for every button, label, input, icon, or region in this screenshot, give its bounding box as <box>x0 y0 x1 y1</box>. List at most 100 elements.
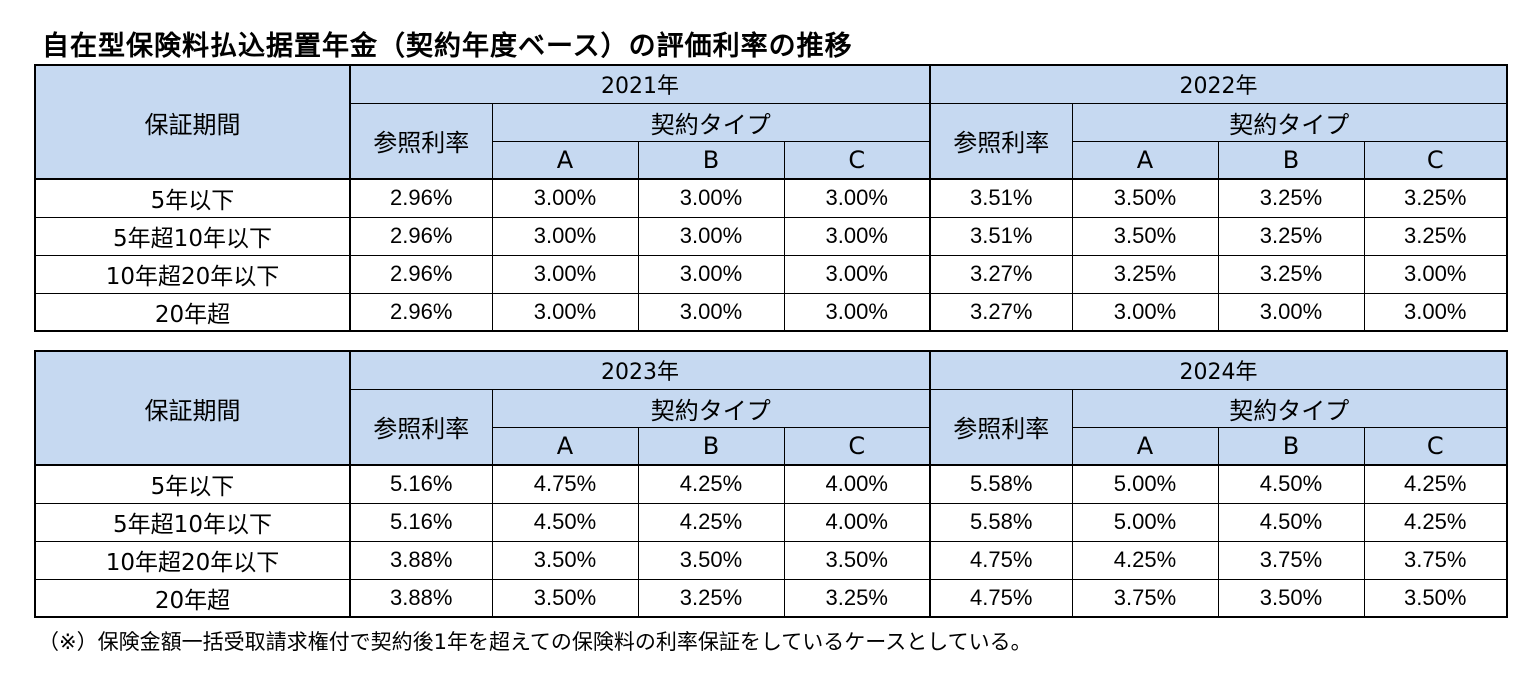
header-type-c: C <box>1363 140 1508 180</box>
period-label: 5年超10年以下 <box>34 216 351 256</box>
contract-rate-cell: 3.00% <box>637 292 785 332</box>
contract-rate-cell: 3.50% <box>1071 216 1219 256</box>
table-row: 20年超 2.96% 3.00% 3.00% 3.00% 3.27% 3.00% 3.00% 3… <box>34 292 1508 332</box>
rate-table-2023-2024: 保証期間 2023年 2024年 参照利率 契約タイプ 参照利率 契約タイプ A… <box>34 350 1508 618</box>
header-guarantee-period: 保証期間 <box>34 350 351 466</box>
period-label: 5年以下 <box>34 178 351 218</box>
header-reference-rate: 参照利率 <box>349 388 493 466</box>
table-row: 5年以下 2.96% 3.00% 3.00% 3.00% 3.51% 3.50% 3.25% 3… <box>34 178 1508 218</box>
header-type-b: B <box>1217 140 1365 180</box>
contract-rate-cell: 3.00% <box>1363 292 1508 332</box>
contract-rate-cell: 3.25% <box>1363 178 1508 218</box>
header-year: 2021年 <box>349 64 931 104</box>
header-year: 2023年 <box>349 350 931 390</box>
contract-rate-cell: 3.50% <box>637 540 785 580</box>
period-label: 10年超20年以下 <box>34 540 351 580</box>
period-label: 20年超 <box>34 292 351 332</box>
table-row: 10年超20年以下 2.96% 3.00% 3.00% 3.00% 3.27% 3.25% 3… <box>34 254 1508 294</box>
table-row: 10年超20年以下 3.88% 3.50% 3.50% 3.50% 4.75% 4.25% 3… <box>34 540 1508 580</box>
table-row: 20年超 3.88% 3.50% 3.25% 3.25% 4.75% 3.75% 3.50% 3… <box>34 578 1508 618</box>
table-body: 5年以下 2.96% 3.00% 3.00% 3.00% 3.51% 3.50% 3.25% 3… <box>34 178 1508 332</box>
contract-rate-cell: 3.00% <box>783 254 931 294</box>
table-body: 5年以下 5.16% 4.75% 4.25% 4.00% 5.58% 5.00% 4.50% 4… <box>34 464 1508 618</box>
contract-rate-cell: 4.25% <box>637 464 785 504</box>
reference-rate-cell: 5.16% <box>349 464 493 504</box>
contract-rate-cell: 3.00% <box>1363 254 1508 294</box>
header-type-b: B <box>1217 426 1365 466</box>
contract-rate-cell: 4.25% <box>1363 502 1508 542</box>
footnote: （※）保険金額一括受取請求権付で契約後1年を超えての保険料の利率保証をしているケ… <box>38 630 1032 654</box>
header-type-c: C <box>783 140 931 180</box>
contract-rate-cell: 4.00% <box>783 464 931 504</box>
table-row: 5年以下 5.16% 4.75% 4.25% 4.00% 5.58% 5.00% 4.50% 4… <box>34 464 1508 504</box>
contract-rate-cell: 4.50% <box>1217 502 1365 542</box>
contract-rate-cell: 3.00% <box>783 178 931 218</box>
rate-table-2021-2022: 保証期間 2021年 2022年 参照利率 契約タイプ 参照利率 契約タイプ A… <box>34 64 1508 332</box>
contract-rate-cell: 3.50% <box>491 540 639 580</box>
contract-rate-cell: 3.00% <box>491 178 639 218</box>
contract-rate-cell: 3.50% <box>783 540 931 580</box>
header-type-a: A <box>491 140 639 180</box>
contract-rate-cell: 4.25% <box>637 502 785 542</box>
header-contract-type: 契約タイプ <box>1071 102 1508 142</box>
contract-rate-cell: 3.00% <box>491 254 639 294</box>
contract-rate-cell: 3.00% <box>637 254 785 294</box>
contract-rate-cell: 3.25% <box>637 578 785 618</box>
contract-rate-cell: 4.50% <box>491 502 639 542</box>
reference-rate-cell: 5.58% <box>929 464 1073 504</box>
contract-rate-cell: 3.00% <box>1217 292 1365 332</box>
contract-rate-cell: 3.25% <box>1217 254 1365 294</box>
reference-rate-cell: 3.51% <box>929 216 1073 256</box>
contract-rate-cell: 4.25% <box>1363 464 1508 504</box>
contract-rate-cell: 4.25% <box>1071 540 1219 580</box>
reference-rate-cell: 2.96% <box>349 254 493 294</box>
contract-rate-cell: 3.00% <box>637 216 785 256</box>
reference-rate-cell: 2.96% <box>349 292 493 332</box>
period-label: 5年超10年以下 <box>34 502 351 542</box>
contract-rate-cell: 3.25% <box>1071 254 1219 294</box>
contract-rate-cell: 3.75% <box>1363 540 1508 580</box>
contract-rate-cell: 3.25% <box>1363 216 1508 256</box>
table-row: 5年超10年以下 5.16% 4.50% 4.25% 4.00% 5.58% 5.00% 4.… <box>34 502 1508 542</box>
header-reference-rate: 参照利率 <box>929 102 1073 180</box>
contract-rate-cell: 5.00% <box>1071 464 1219 504</box>
header-contract-type: 契約タイプ <box>491 102 931 142</box>
reference-rate-cell: 5.16% <box>349 502 493 542</box>
reference-rate-cell: 2.96% <box>349 178 493 218</box>
period-label: 10年超20年以下 <box>34 254 351 294</box>
contract-rate-cell: 3.00% <box>491 216 639 256</box>
contract-rate-cell: 3.00% <box>491 292 639 332</box>
table-row: 5年超10年以下 2.96% 3.00% 3.00% 3.00% 3.51% 3.50% 3.… <box>34 216 1508 256</box>
header-reference-rate: 参照利率 <box>349 102 493 180</box>
contract-rate-cell: 3.25% <box>1217 216 1365 256</box>
reference-rate-cell: 3.51% <box>929 178 1073 218</box>
contract-rate-cell: 3.00% <box>783 292 931 332</box>
contract-rate-cell: 3.00% <box>637 178 785 218</box>
header-type-a: A <box>491 426 639 466</box>
period-label: 5年以下 <box>34 464 351 504</box>
contract-rate-cell: 5.00% <box>1071 502 1219 542</box>
reference-rate-cell: 3.27% <box>929 292 1073 332</box>
contract-rate-cell: 4.50% <box>1217 464 1365 504</box>
header-type-a: A <box>1071 426 1219 466</box>
header-type-a: A <box>1071 140 1219 180</box>
reference-rate-cell: 4.75% <box>929 540 1073 580</box>
header-type-c: C <box>1363 426 1508 466</box>
contract-rate-cell: 4.75% <box>491 464 639 504</box>
reference-rate-cell: 3.88% <box>349 540 493 580</box>
header-contract-type: 契約タイプ <box>1071 388 1508 428</box>
header-type-c: C <box>783 426 931 466</box>
contract-rate-cell: 3.50% <box>1363 578 1508 618</box>
header-contract-type: 契約タイプ <box>491 388 931 428</box>
period-label: 20年超 <box>34 578 351 618</box>
reference-rate-cell: 4.75% <box>929 578 1073 618</box>
header-type-b: B <box>637 426 785 466</box>
contract-rate-cell: 3.25% <box>1217 178 1365 218</box>
contract-rate-cell: 3.25% <box>783 578 931 618</box>
contract-rate-cell: 3.75% <box>1071 578 1219 618</box>
page-title: 自在型保険料払込据置年金（契約年度ベース）の評価利率の推移 <box>42 31 853 62</box>
header-type-b: B <box>637 140 785 180</box>
contract-rate-cell: 3.00% <box>1071 292 1219 332</box>
header-guarantee-period: 保証期間 <box>34 64 351 180</box>
reference-rate-cell: 5.58% <box>929 502 1073 542</box>
